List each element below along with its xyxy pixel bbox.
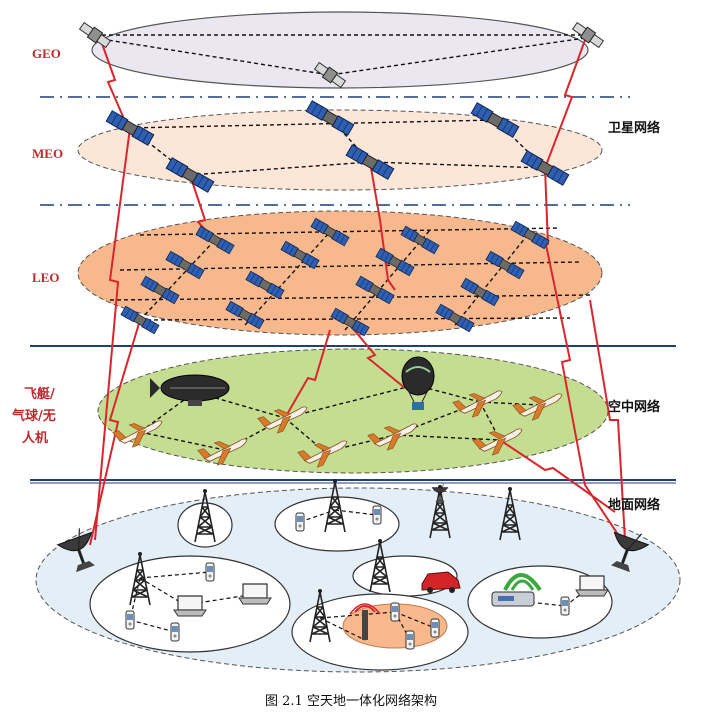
- label-satellite-network: 卫星网络: [608, 120, 660, 136]
- meo-layer-disc: [77, 109, 603, 191]
- label-leo: LEO: [32, 270, 59, 285]
- leo-layer-disc: [77, 210, 603, 336]
- label-air-line2: 气球/无: [12, 408, 56, 424]
- geo-layer-disc: [91, 11, 589, 89]
- inter-layer-links: [89, 37, 626, 546]
- network-architecture-diagram: GEO MEO LEO 飞艇/ 气球/无 人机 卫星网络 空中网络 地面网络: [12, 11, 681, 673]
- label-ground-network: 地面网络: [608, 497, 660, 513]
- geo-intra-links: [94, 34, 586, 76]
- label-geo: GEO: [32, 46, 61, 61]
- small-cell-antenna-icon: [349, 603, 381, 640]
- figure-caption: 图 2.1 空天地一体化网络架构: [265, 694, 437, 709]
- label-meo: MEO: [32, 146, 63, 161]
- car-icon: [421, 571, 461, 593]
- label-air-line3: 人机: [22, 430, 48, 446]
- balloon-icon: [401, 356, 435, 410]
- airship-icon: [150, 374, 230, 406]
- label-air-network: 空中网络: [608, 399, 660, 415]
- wireless-router-icon: [491, 573, 542, 607]
- label-air-line1: 飞艇/: [24, 386, 55, 402]
